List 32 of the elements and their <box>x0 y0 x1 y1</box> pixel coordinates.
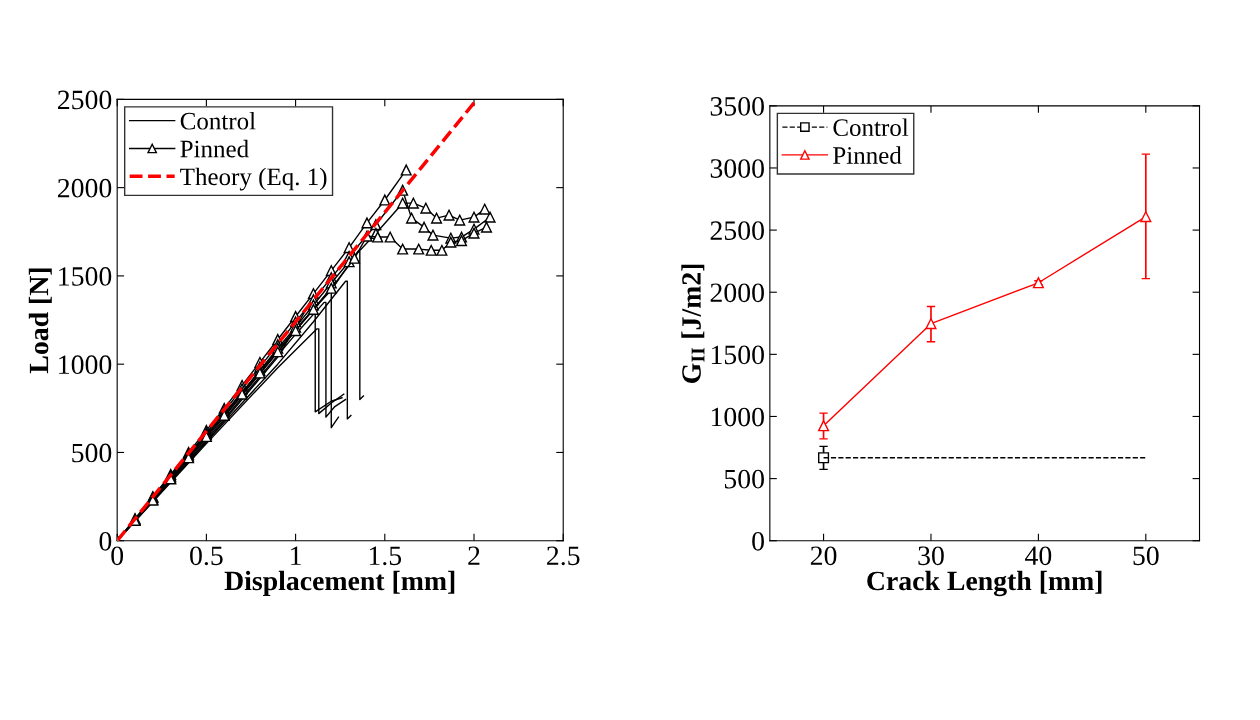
x-axis-title: Displacement [mm] <box>224 570 455 596</box>
legend-label: Pinned <box>833 146 902 164</box>
legend-label: Control <box>180 112 256 130</box>
y-tick-label: 2000 <box>710 283 764 303</box>
legend-label: Pinned <box>180 139 249 158</box>
x-tick-label: 2.5 <box>547 546 580 566</box>
x-axis-title: Crack Length [mm] <box>867 570 1102 597</box>
x-tick-label: 50 <box>1133 546 1159 566</box>
y-tick-label: 0 <box>99 531 112 551</box>
y-tick-label: 500 <box>724 469 764 489</box>
y-tick-label: 1000 <box>711 407 764 427</box>
y-axis-title: Load [N] <box>28 268 52 374</box>
legend-label: Theory (Eq. 1) <box>180 167 327 191</box>
x-tick-label: 2 <box>468 546 480 565</box>
y-tick-label: 2000 <box>57 178 112 198</box>
y-tick-label: 2500 <box>710 221 764 240</box>
x-tick-label: 1.5 <box>369 546 402 566</box>
y-tick-label: 0 <box>752 531 764 551</box>
x-tick-label: 0.5 <box>190 546 223 566</box>
y-tick-label: 1000 <box>59 355 112 375</box>
y-axis-title: G$_{II}$ [J/m2] <box>681 264 705 383</box>
x-tick-label: 30 <box>918 546 944 566</box>
y-tick-label: 3000 <box>710 159 764 178</box>
y-tick-label: 1500 <box>59 267 112 286</box>
y-tick-label: 3500 <box>710 97 764 116</box>
y-tick-label: 500 <box>72 443 112 463</box>
legend-label: Control <box>833 118 909 137</box>
y-tick-label: 2500 <box>57 90 112 110</box>
x-tick-label: 1 <box>291 546 301 565</box>
y-tick-label: 1500 <box>711 345 764 365</box>
x-tick-label: 20 <box>810 546 837 566</box>
x-tick-label: 40 <box>1025 546 1052 566</box>
